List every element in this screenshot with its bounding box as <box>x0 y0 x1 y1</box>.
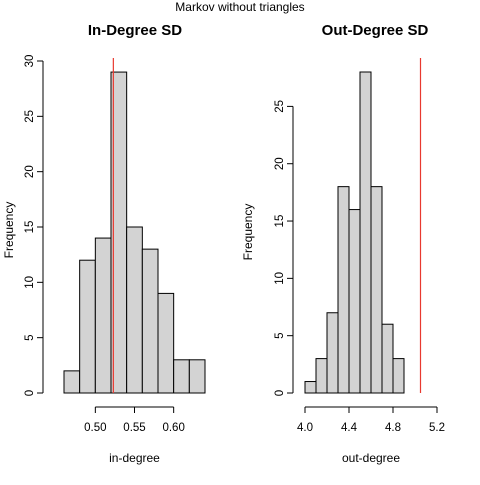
histogram-bar-in-2 <box>94 237 112 394</box>
histogram-bar-in-8 <box>188 359 206 394</box>
x-tick-label-out-0: 4.0 <box>297 422 313 434</box>
x-tick-label-out-1: 4.4 <box>341 422 358 434</box>
y-tick-label-out-1: 5 <box>274 332 286 338</box>
y-tick-label-out-3: 15 <box>274 215 286 228</box>
panel-title-out: Out-Degree SD <box>322 22 429 39</box>
histogram-bar-out-6 <box>370 186 383 394</box>
y-tick-label-out-5: 25 <box>274 100 286 113</box>
histogram-bar-out-7 <box>381 323 394 394</box>
histogram-bar-in-7 <box>173 359 190 394</box>
histogram-bar-in-1 <box>79 259 96 394</box>
y-tick-label-in-4: 20 <box>24 165 36 178</box>
histogram-bar-in-0 <box>63 370 81 394</box>
histogram-bar-out-2 <box>326 312 339 394</box>
y-tick-label-in-1: 5 <box>24 334 36 340</box>
y-tick-label-in-5: 25 <box>24 110 36 123</box>
x-tick-label-in-2: 0.60 <box>162 422 184 434</box>
x-tick-label-in-0: 0.50 <box>84 422 106 434</box>
y-tick-label-in-3: 15 <box>24 221 36 234</box>
histogram-bar-out-1 <box>315 358 328 394</box>
histogram-bar-out-4 <box>348 209 361 394</box>
y-axis-label-out: Frequency <box>241 204 255 261</box>
x-axis-label-in: in-degree <box>109 451 160 465</box>
histogram-bar-out-5 <box>359 71 372 394</box>
x-tick-label-out-2: 4.8 <box>385 422 401 434</box>
histogram-bar-out-0 <box>304 381 317 394</box>
y-tick-label-in-2: 10 <box>24 276 36 289</box>
y-axis-label-in: Frequency <box>2 202 16 259</box>
panel-title-in: In-Degree SD <box>88 22 182 39</box>
x-tick-label-out-3: 5.2 <box>429 422 445 434</box>
y-tick-label-in-0: 0 <box>24 390 36 396</box>
histogram-bar-in-6 <box>157 292 175 394</box>
histogram-bar-out-8 <box>392 358 405 394</box>
histogram-bar-in-5 <box>141 248 159 394</box>
y-tick-label-out-4: 20 <box>274 157 286 170</box>
panel-out-degree: Out-Degree SD 4.0 4.4 4.8 5.2 0 5 10 15 20 25 out-d… <box>241 22 445 465</box>
y-tick-label-out-0: 0 <box>274 390 286 396</box>
x-axis-label-out: out-degree <box>342 451 400 465</box>
histogram-bar-in-4 <box>126 226 143 394</box>
y-tick-label-in-6: 30 <box>24 55 36 68</box>
panel-in-degree: In-Degree SD 0.50 0.55 0.60 0 5 10 15 20 25 30 in-d… <box>2 22 206 465</box>
histogram-bar-out-3 <box>337 186 350 394</box>
figure-suptitle: Markov without triangles <box>175 0 304 14</box>
y-tick-label-out-2: 10 <box>274 272 286 285</box>
x-tick-label-in-1: 0.55 <box>123 422 145 434</box>
